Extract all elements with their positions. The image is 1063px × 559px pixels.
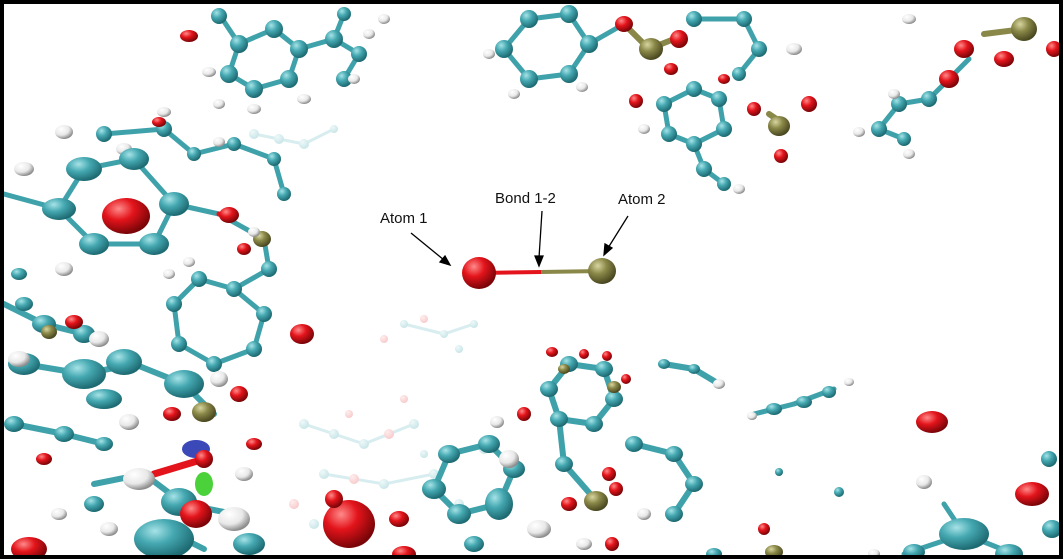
atom-2-arrowhead (603, 242, 614, 257)
bottom-center-molecule-cluster (323, 347, 725, 555)
bottom-right-molecules (747, 378, 1059, 555)
callout-arrows (410, 210, 629, 268)
highlighted-bond-pair (462, 257, 616, 289)
top-left-molecule-cluster (4, 7, 390, 372)
atom-2-phosphorus (588, 258, 616, 284)
atom-1-arrowhead (438, 254, 452, 267)
atom-2-arrow (607, 215, 629, 249)
top-right-molecule-cluster (483, 5, 1059, 194)
atom-1-arrow (410, 232, 445, 261)
faded-background-molecules (249, 125, 489, 529)
left-bottom-molecule-cluster (4, 268, 265, 555)
bond-arrowhead (534, 255, 544, 268)
bond-arrow (538, 210, 543, 259)
atom-1-oxygen (462, 257, 496, 289)
atom-2-label: Atom 2 (618, 191, 666, 208)
molecular-scene (4, 5, 1059, 555)
atom-1-label: Atom 1 (380, 210, 428, 227)
bond-1-2-label: Bond 1-2 (495, 190, 556, 207)
